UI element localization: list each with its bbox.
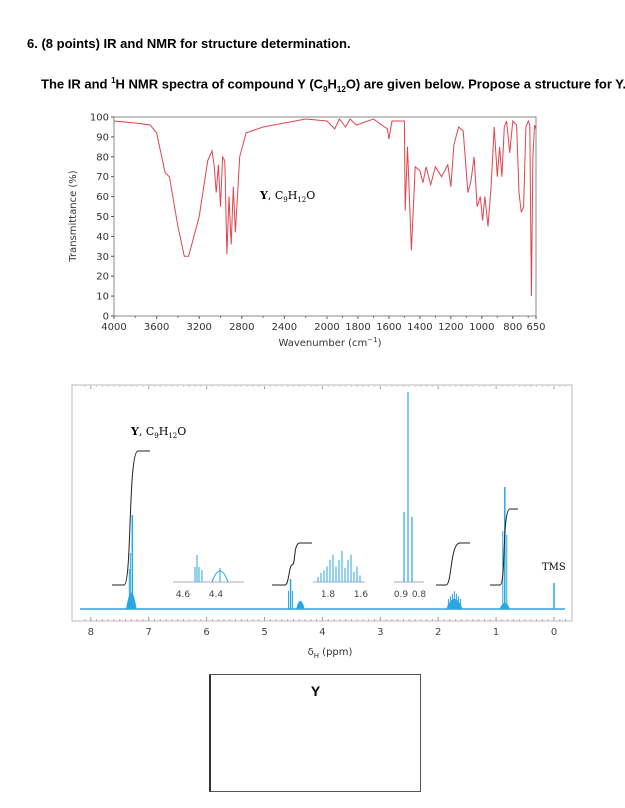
- nmr-x-tick-label: 8: [88, 627, 94, 638]
- ir-compound-label: Y, C9H12O: [259, 189, 315, 204]
- ir-x-tick-label: 4000: [101, 322, 126, 333]
- nmr-x-axis-label: δH (ppm): [308, 647, 353, 660]
- answer-box[interactable]: Y: [209, 674, 421, 792]
- inset-tick-label: 0.9: [394, 590, 409, 600]
- ir-y-tick-label: 30: [96, 252, 109, 263]
- answer-box-label: Y: [310, 683, 321, 699]
- inset-tick-label: 1.6: [354, 590, 369, 600]
- nmr-compound-label: Y, C9H12O: [130, 425, 186, 440]
- ir-x-tick-label: 3200: [186, 322, 211, 333]
- nmr-x-tick-label: 4: [319, 627, 325, 638]
- ir-x-tick-label: 2400: [272, 322, 297, 333]
- nmr-x-tick-label: 1: [493, 627, 499, 638]
- nmr-plot-frame: [71, 384, 573, 622]
- ir-trace: [113, 118, 537, 297]
- inset-tick-label: 0.8: [412, 590, 427, 600]
- inset-tick-label: 1.8: [321, 590, 336, 600]
- ir-y-tick-label: 0: [103, 312, 109, 323]
- ir-y-tick-label: 60: [96, 192, 109, 203]
- nmr-x-tick-label: 2: [435, 627, 441, 638]
- ir-x-tick-label: 800: [503, 322, 522, 333]
- nmr-spectrum-chart: 8 7 6 5 4 3 2 1 0 4.6 4.4 1.8 1.6 0.9 0.8 Y, C9H12O T…: [71, 384, 573, 660]
- inset-tick-label: 4.6: [176, 590, 191, 600]
- nmr-inset-expansions: 4.6 4.4 1.8 1.6 0.9 0.8: [173, 392, 426, 600]
- ir-x-tick-label: 1000: [469, 322, 494, 333]
- ir-plot-frame: [113, 116, 537, 317]
- nmr-x-tick-label: 6: [203, 627, 209, 638]
- nmr-x-tick-label: 0: [551, 627, 557, 638]
- ir-x-tick-label: 1400: [407, 322, 432, 333]
- ir-x-tick-label: 1200: [438, 322, 463, 333]
- tms-label: TMS: [542, 562, 566, 573]
- ir-y-tick-label: 100: [90, 113, 109, 124]
- ir-x-tick-label: 1600: [376, 322, 401, 333]
- ir-spectrum-chart: 0 10 20 30 40 50 60 70 80 90 100 4000 3600 3200 2800 2…: [68, 113, 546, 350]
- ir-y-tick-label: 70: [96, 172, 109, 183]
- ir-y-tick-label: 10: [96, 292, 109, 303]
- ir-y-tick-label: 90: [96, 132, 109, 143]
- ir-y-axis-label: Transmittance (%): [68, 170, 79, 262]
- nmr-x-tick-label: 3: [377, 627, 383, 638]
- ir-x-tick-label: 2000: [314, 322, 339, 333]
- ir-y-tick-label: 20: [96, 272, 109, 283]
- ir-x-tick-label: 3600: [144, 322, 169, 333]
- ir-x-tick-label: 650: [526, 322, 545, 333]
- ir-y-axis: 0 10 20 30 40 50 60 70 80 90 100: [90, 113, 114, 323]
- ir-x-tick-label: 1800: [345, 322, 370, 333]
- ir-y-tick-label: 40: [96, 232, 109, 243]
- ir-x-axis-label: Wavenumber (cm−1): [278, 336, 381, 349]
- ir-y-tick-label: 80: [96, 152, 109, 163]
- nmr-x-tick-label: 7: [146, 627, 152, 638]
- question-prompt: The IR and 1H NMR spectra of compound Y …: [41, 76, 625, 94]
- nmr-peaks: [126, 487, 555, 610]
- nmr-x-axis: 8 7 6 5 4 3 2 1 0: [84, 385, 567, 638]
- inset-tick-label: 4.4: [209, 590, 224, 600]
- question-heading: 6. (8 points) IR and NMR for structure d…: [27, 36, 351, 51]
- nmr-integral-curves: [112, 450, 518, 586]
- ir-x-axis: 4000 3600 3200 2800 2400 2000 1800 1600 1400 1200…: [101, 316, 546, 333]
- nmr-x-tick-label: 5: [261, 627, 267, 638]
- ir-y-tick-label: 50: [96, 212, 109, 223]
- ir-x-tick-label: 2800: [229, 322, 254, 333]
